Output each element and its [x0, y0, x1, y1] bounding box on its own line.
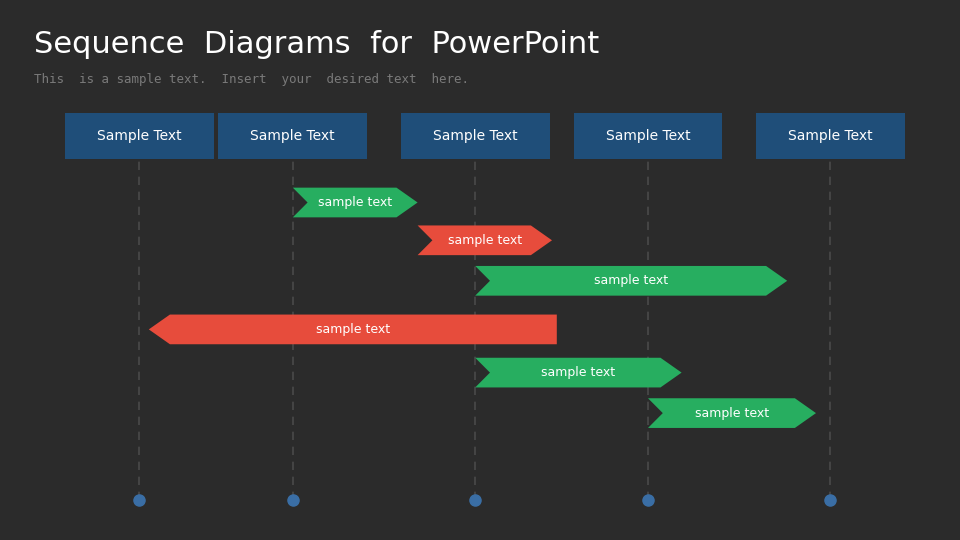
Text: sample text: sample text	[447, 234, 522, 247]
FancyBboxPatch shape	[64, 113, 213, 159]
Polygon shape	[648, 399, 816, 428]
Text: sample text: sample text	[316, 323, 390, 336]
Text: sample text: sample text	[594, 274, 668, 287]
Polygon shape	[149, 314, 557, 345]
FancyBboxPatch shape	[218, 113, 367, 159]
Text: Sequence  Diagrams  for  PowerPoint: Sequence Diagrams for PowerPoint	[34, 30, 599, 59]
FancyBboxPatch shape	[756, 113, 904, 159]
FancyBboxPatch shape	[400, 113, 549, 159]
Polygon shape	[418, 226, 552, 255]
Text: Sample Text: Sample Text	[433, 130, 517, 143]
Text: This  is a sample text.  Insert  your  desired text  here.: This is a sample text. Insert your desir…	[34, 73, 468, 86]
Text: Sample Text: Sample Text	[606, 130, 690, 143]
Polygon shape	[293, 188, 418, 217]
Text: sample text: sample text	[541, 366, 615, 379]
Text: Sample Text: Sample Text	[788, 130, 873, 143]
Polygon shape	[475, 357, 682, 388]
Text: Sample Text: Sample Text	[97, 130, 181, 143]
Text: Sample Text: Sample Text	[251, 130, 335, 143]
Polygon shape	[475, 266, 787, 296]
FancyBboxPatch shape	[574, 113, 723, 159]
Text: sample text: sample text	[318, 196, 393, 209]
Text: sample text: sample text	[695, 407, 769, 420]
